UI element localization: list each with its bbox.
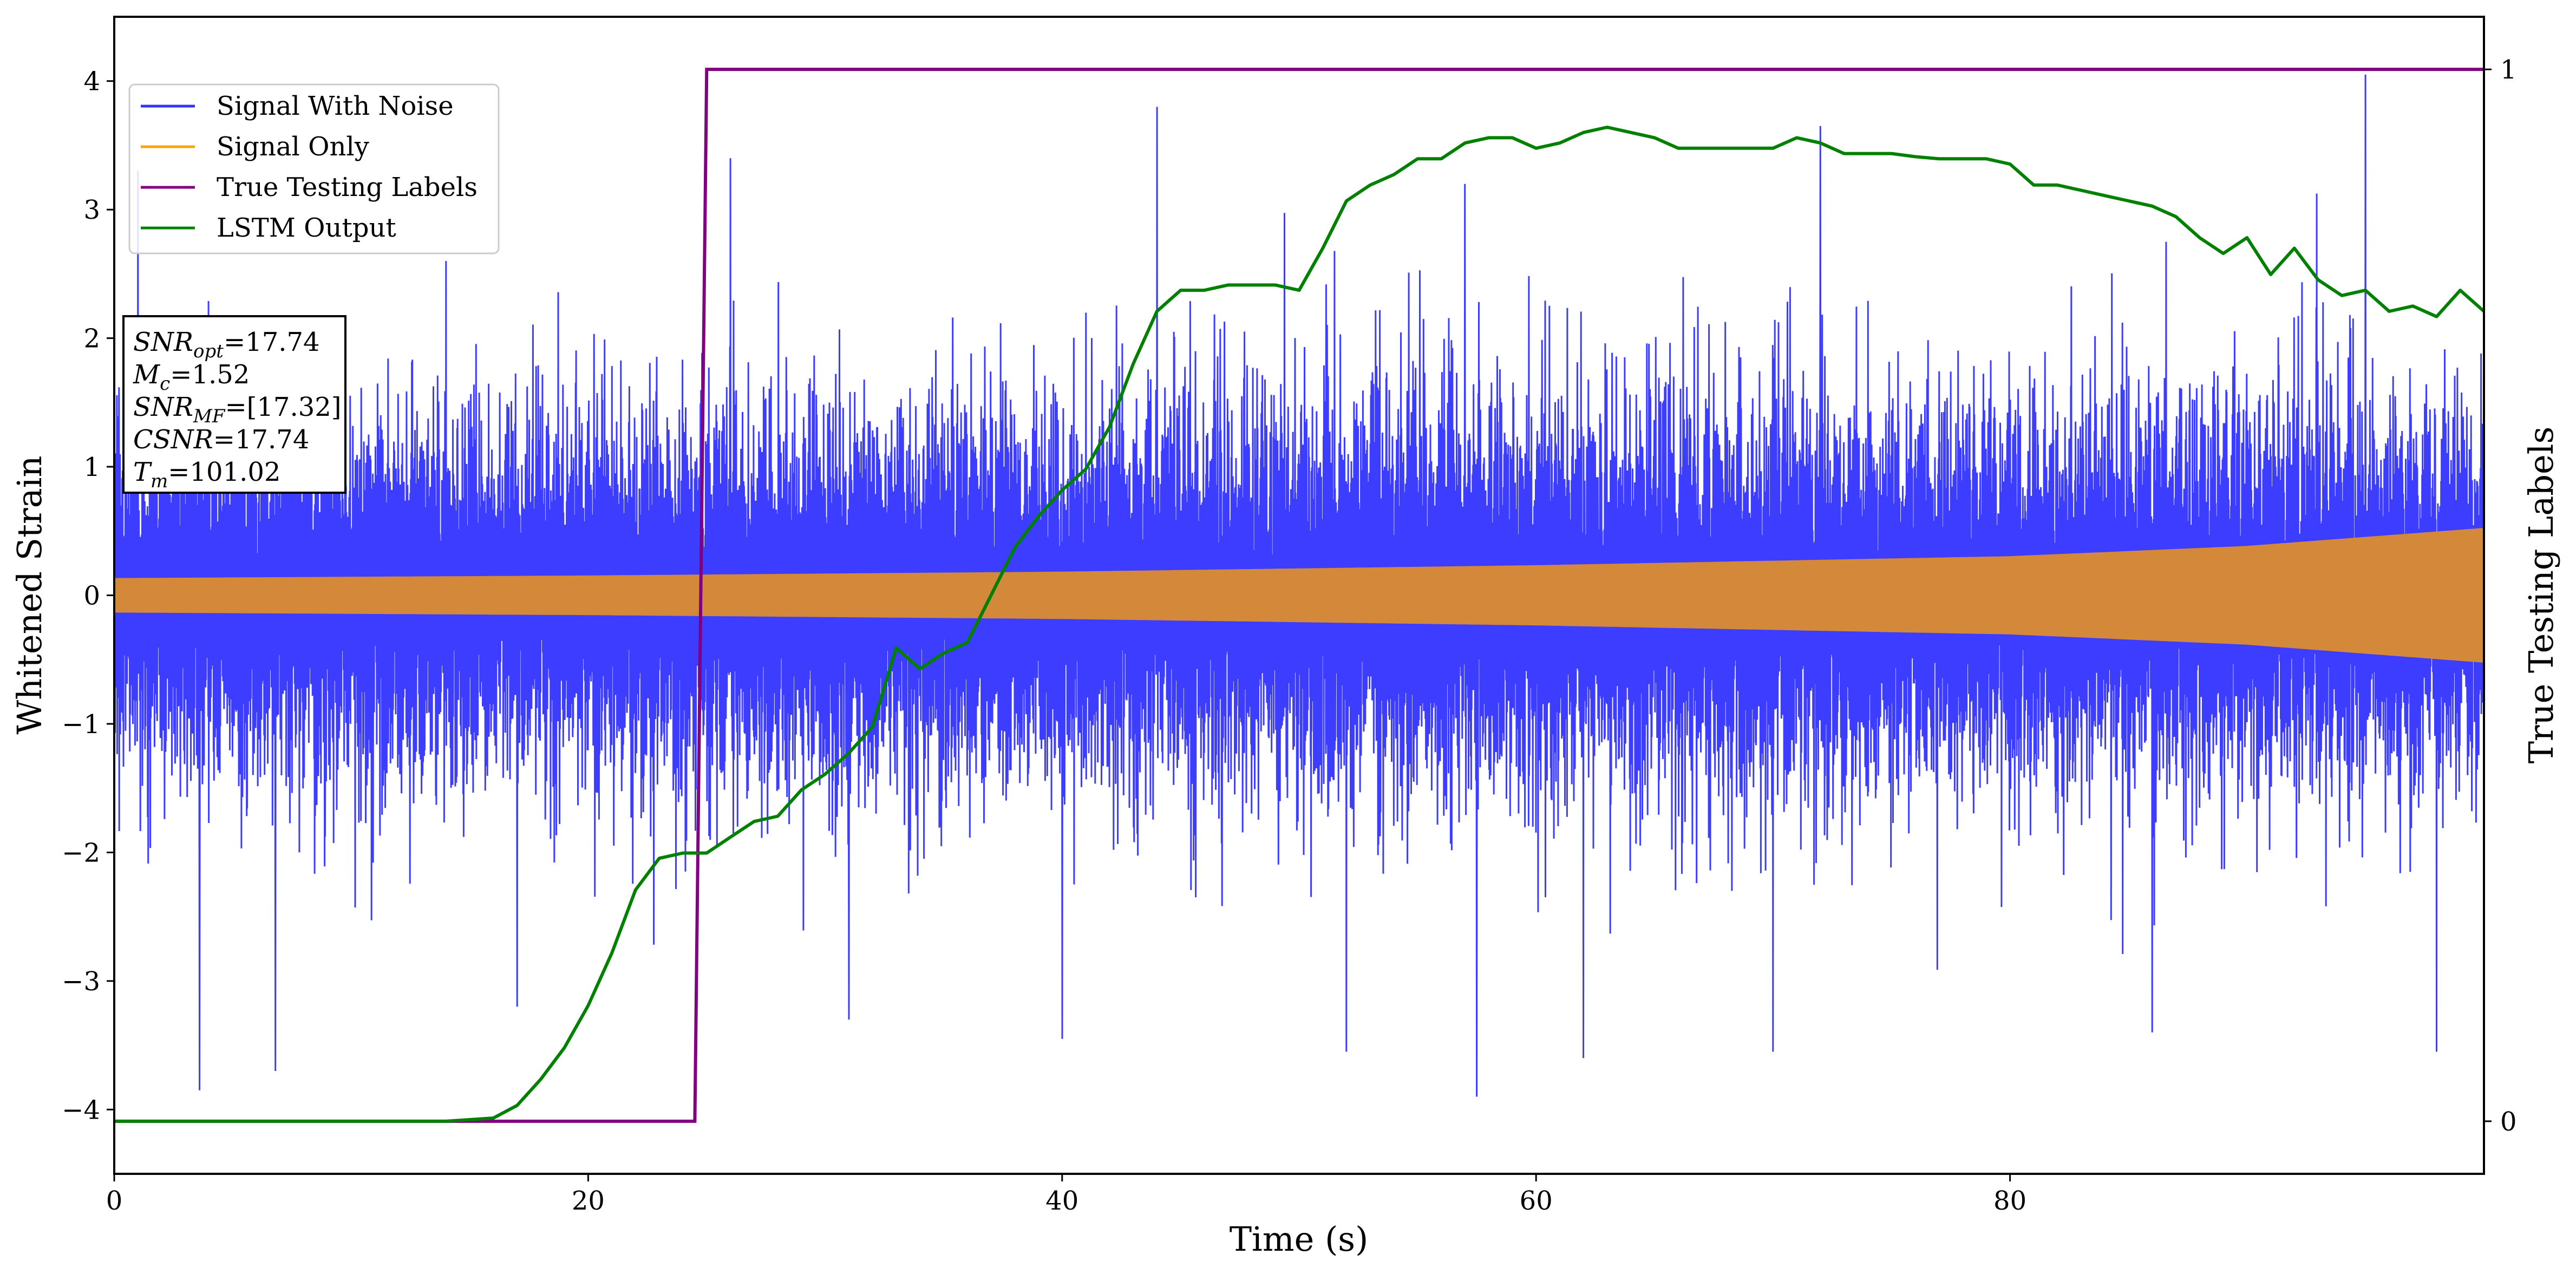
- y2-tick-label: 1: [2500, 55, 2517, 85]
- x-tick-label: 0: [106, 1186, 123, 1216]
- y2-axis-ticks: 01: [2484, 55, 2517, 1137]
- y-tick-label: −2: [62, 838, 100, 868]
- plot-area: [114, 68, 2484, 1123]
- y-tick-label: −3: [62, 966, 100, 997]
- snr-annotation-box: SNRopt=17.74Mc=1.52SNRMF=[17.32]CSNR=17.…: [122, 315, 346, 494]
- lstm-output-series: [114, 126, 2484, 1123]
- legend-box: [128, 83, 500, 254]
- y-axis-ticks: −4 −3 −2 −1 0 1 2 3 4: [62, 67, 114, 1125]
- y-tick-label: 2: [83, 324, 100, 354]
- lstm-output-line: [114, 126, 2484, 1123]
- y-axis-label: Whitened Strain: [10, 456, 49, 735]
- y-tick-label: −1: [62, 709, 100, 740]
- x-tick-label: 40: [1045, 1186, 1078, 1216]
- legend-entry-true-testing-labels: True Testing Labels: [217, 172, 478, 202]
- annotation-frame: [122, 315, 346, 494]
- signal-only-band: [114, 527, 2484, 663]
- annotation-line: SNRMF=[17.32]: [133, 392, 342, 427]
- legend-entry-signal-with-noise: Signal With Noise: [217, 91, 454, 121]
- legend: Signal With Noise Signal Only True Testi…: [128, 83, 500, 254]
- y2-axis-label: True Testing Labels: [2521, 427, 2561, 764]
- legend-entry-lstm-output: LSTM Output: [217, 213, 396, 243]
- signal-only-series: [114, 527, 2484, 663]
- y-tick-label: −4: [62, 1095, 100, 1125]
- annotation-line: Tm=101.02: [133, 457, 280, 492]
- annotation-line: SNRopt=17.74: [133, 327, 320, 362]
- y-tick-label: 1: [83, 452, 100, 482]
- legend-entry-signal-only: Signal Only: [217, 132, 369, 162]
- y-tick-label: 4: [83, 67, 100, 97]
- annotation-line: CSNR=17.74: [133, 424, 309, 455]
- y-tick-label: 0: [83, 581, 100, 611]
- x-axis-ticks: 0 20 40 60 80: [106, 1174, 2026, 1216]
- x-tick-label: 20: [572, 1186, 605, 1216]
- x-tick-label: 80: [1993, 1186, 2026, 1216]
- y2-tick-label: 0: [2500, 1107, 2517, 1137]
- x-tick-label: 60: [1520, 1186, 1553, 1216]
- x-axis-label: Time (s): [1230, 1219, 1369, 1259]
- y-tick-label: 3: [83, 195, 100, 225]
- annotation-line: Mc=1.52: [133, 360, 250, 395]
